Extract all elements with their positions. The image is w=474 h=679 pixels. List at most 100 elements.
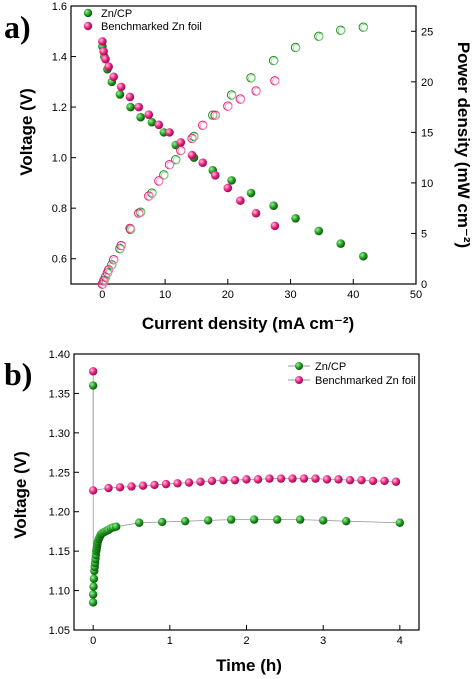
point-zn-foil-voltage bbox=[165, 128, 174, 137]
panel-a-data-marks bbox=[97, 22, 369, 289]
point-zn-foil-voltage bbox=[210, 171, 220, 180]
x-tick-label: 20 bbox=[222, 289, 234, 301]
y2-tick-label: 25 bbox=[421, 26, 433, 38]
y-tick-label: 1.0 bbox=[52, 153, 67, 165]
point-zn-cp-voltage bbox=[269, 201, 278, 210]
point-zn-foil bbox=[104, 483, 113, 493]
y-tick-label: 1.40 bbox=[49, 349, 70, 361]
point-zn-foil-voltage bbox=[134, 102, 144, 112]
point-zn-cp-voltage bbox=[126, 102, 135, 112]
point-zn-cp-power bbox=[226, 90, 237, 100]
point-zn-cp-power bbox=[290, 42, 301, 53]
point-zn-cp-power bbox=[159, 170, 169, 180]
panel-a-plot-frame bbox=[70, 5, 417, 285]
legend-marker-zn-foil bbox=[83, 21, 93, 31]
point-zn-foil bbox=[150, 480, 159, 490]
point-zn-cp bbox=[341, 516, 351, 526]
point-zn-cp bbox=[88, 381, 98, 390]
panel-b-y-ticks: 1.05 1.10 1.15 1.20 1.25 1.30 1.35 1.40 bbox=[49, 349, 79, 637]
series-line-zn-cp bbox=[92, 385, 400, 603]
point-zn-foil-power bbox=[210, 110, 220, 120]
point-zn-cp bbox=[89, 582, 98, 591]
point-zn-foil bbox=[311, 474, 320, 483]
x-tick-label: 2 bbox=[243, 635, 249, 647]
point-zn-foil bbox=[88, 367, 98, 376]
y-tick-label: 1.10 bbox=[49, 586, 70, 598]
y2-tick-label: 0 bbox=[421, 279, 427, 291]
point-zn-foil bbox=[276, 474, 286, 483]
panel-a-label: a) bbox=[4, 9, 31, 45]
point-zn-cp-voltage bbox=[136, 112, 145, 122]
y-tick-label: 1.15 bbox=[49, 546, 70, 558]
y-tick-label: 1.2 bbox=[52, 102, 67, 114]
point-zn-cp-power bbox=[268, 55, 279, 66]
point-zn-cp bbox=[318, 516, 328, 525]
y-tick-label: 1.30 bbox=[49, 428, 70, 440]
panel-b-x-ticks: 0 1 2 3 4 bbox=[90, 625, 403, 647]
point-zn-cp-power bbox=[246, 73, 256, 83]
point-zn-foil-power bbox=[108, 255, 119, 265]
point-zn-foil-power bbox=[235, 94, 246, 104]
point-zn-foil-power bbox=[116, 240, 126, 251]
y-tick-label: 1.4 bbox=[52, 52, 67, 64]
point-zn-cp-power bbox=[171, 154, 181, 165]
point-zn-foil bbox=[334, 475, 343, 484]
y-tick-label: 0.6 bbox=[52, 254, 67, 266]
point-zn-cp-voltage bbox=[246, 188, 256, 198]
series-line-zn-foil bbox=[92, 371, 397, 491]
point-zn-foil-voltage bbox=[270, 221, 280, 231]
panel-a-y2-ticks: 0 5 10 15 20 25 bbox=[411, 26, 433, 291]
y2-tick-label: 15 bbox=[421, 127, 433, 139]
x-tick-label: 10 bbox=[159, 289, 171, 301]
point-zn-cp-power bbox=[358, 22, 369, 32]
point-zn-cp-voltage bbox=[291, 213, 300, 223]
y-tick-label: 1.20 bbox=[49, 507, 70, 519]
point-zn-foil-voltage bbox=[251, 208, 261, 218]
point-zn-foil bbox=[207, 476, 217, 486]
point-zn-foil bbox=[196, 477, 205, 486]
x-tick-label: 3 bbox=[320, 635, 326, 647]
x-tick-label: 0 bbox=[90, 635, 96, 647]
point-zn-foil-voltage bbox=[223, 183, 233, 193]
point-zn-cp bbox=[89, 574, 99, 583]
point-zn-foil-voltage bbox=[154, 120, 164, 130]
x-tick-label: 50 bbox=[410, 289, 422, 301]
y-tick-label: 1.05 bbox=[49, 625, 70, 637]
point-zn-foil-power bbox=[176, 145, 186, 156]
point-zn-foil bbox=[345, 475, 355, 485]
point-zn-cp bbox=[111, 522, 121, 531]
legend-label-zn-cp: Zn/CP bbox=[101, 8, 132, 20]
point-zn-cp bbox=[272, 515, 282, 524]
point-zn-cp bbox=[88, 590, 98, 599]
panel-b-plot-frame bbox=[73, 353, 420, 631]
point-zn-foil-voltage bbox=[98, 37, 107, 46]
x-tick-label: 4 bbox=[397, 635, 403, 647]
y-tick-label: 0.8 bbox=[52, 203, 67, 215]
point-zn-foil bbox=[173, 479, 182, 488]
panel-a-ylabel: Voltage (V) bbox=[17, 88, 36, 176]
point-zn-cp-voltage bbox=[336, 239, 346, 248]
x-tick-label: 30 bbox=[284, 289, 296, 301]
panel-a-x-ticks: 0 10 20 30 40 50 bbox=[99, 279, 422, 301]
point-zn-cp bbox=[249, 515, 259, 524]
y2-tick-label: 10 bbox=[421, 178, 433, 190]
y2-tick-label: 20 bbox=[421, 77, 433, 89]
point-zn-foil-power bbox=[187, 133, 197, 144]
point-zn-cp-voltage bbox=[115, 90, 125, 99]
point-zn-foil bbox=[299, 474, 309, 483]
legend-label-zn-foil: Benchmarked Zn foil bbox=[101, 21, 202, 33]
point-zn-cp-voltage bbox=[314, 226, 324, 236]
point-zn-foil-power bbox=[125, 223, 135, 234]
legend-marker-zn-cp bbox=[83, 8, 93, 18]
point-zn-foil bbox=[219, 475, 228, 485]
panel-b-label: b) bbox=[4, 356, 32, 392]
panel-a-y-ticks: 0.6 0.8 1.0 1.2 1.4 1.6 bbox=[52, 1, 76, 266]
y-tick-label: 1.35 bbox=[49, 388, 70, 400]
y-tick-label: 1.6 bbox=[52, 1, 67, 13]
point-zn-foil-voltage bbox=[101, 54, 110, 64]
point-zn-cp bbox=[226, 515, 236, 524]
point-zn-cp bbox=[180, 516, 190, 526]
point-zn-cp-power bbox=[336, 25, 346, 35]
point-zn-foil-power bbox=[134, 208, 144, 218]
